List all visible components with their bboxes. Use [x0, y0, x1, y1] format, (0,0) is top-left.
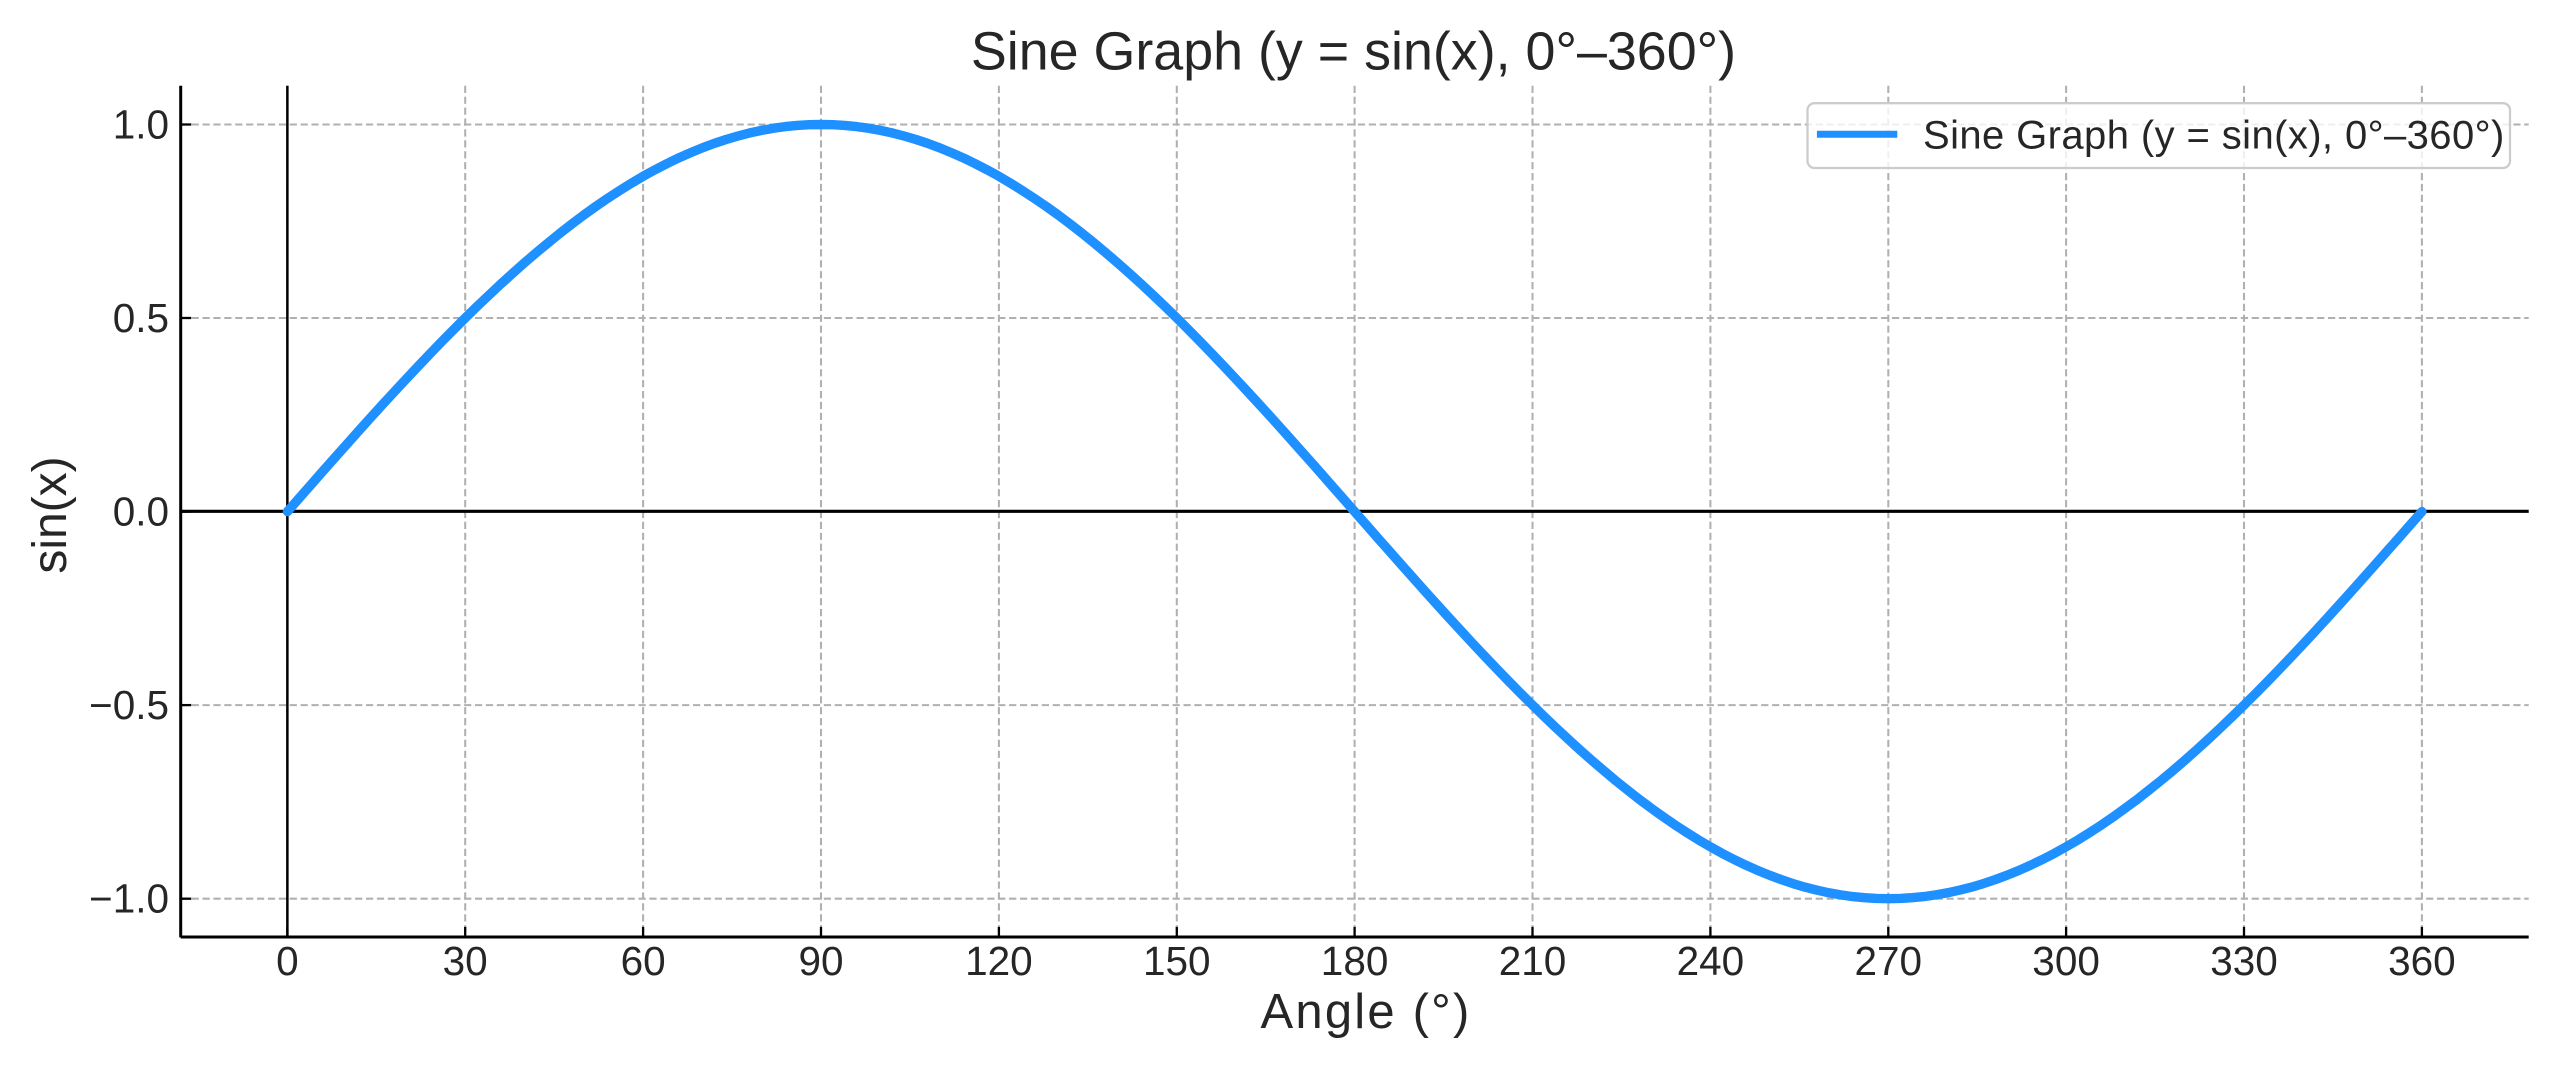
svg-text:0.5: 0.5 [113, 295, 169, 341]
svg-text:−0.5: −0.5 [89, 682, 169, 728]
svg-text:180: 180 [1321, 938, 1389, 984]
svg-text:sin(x): sin(x) [24, 456, 77, 573]
svg-text:270: 270 [1855, 938, 1923, 984]
svg-text:30: 30 [443, 938, 488, 984]
svg-text:Sine Graph (y = sin(x), 0°–360: Sine Graph (y = sin(x), 0°–360°) [1923, 113, 2505, 157]
svg-text:210: 210 [1499, 938, 1567, 984]
svg-text:Angle (°): Angle (°) [1261, 985, 1472, 1039]
svg-text:Sine Graph (y = sin(x), 0°–360: Sine Graph (y = sin(x), 0°–360°) [971, 21, 1736, 81]
svg-text:330: 330 [2210, 938, 2278, 984]
svg-text:0: 0 [276, 938, 299, 984]
svg-text:60: 60 [621, 938, 666, 984]
svg-text:300: 300 [2032, 938, 2100, 984]
svg-text:1.0: 1.0 [113, 102, 169, 148]
svg-text:150: 150 [1143, 938, 1211, 984]
svg-text:240: 240 [1677, 938, 1745, 984]
svg-text:−1.0: −1.0 [89, 876, 169, 922]
svg-text:360: 360 [2388, 938, 2456, 984]
svg-text:0.0: 0.0 [113, 489, 169, 535]
svg-text:120: 120 [965, 938, 1033, 984]
svg-text:90: 90 [798, 938, 843, 984]
